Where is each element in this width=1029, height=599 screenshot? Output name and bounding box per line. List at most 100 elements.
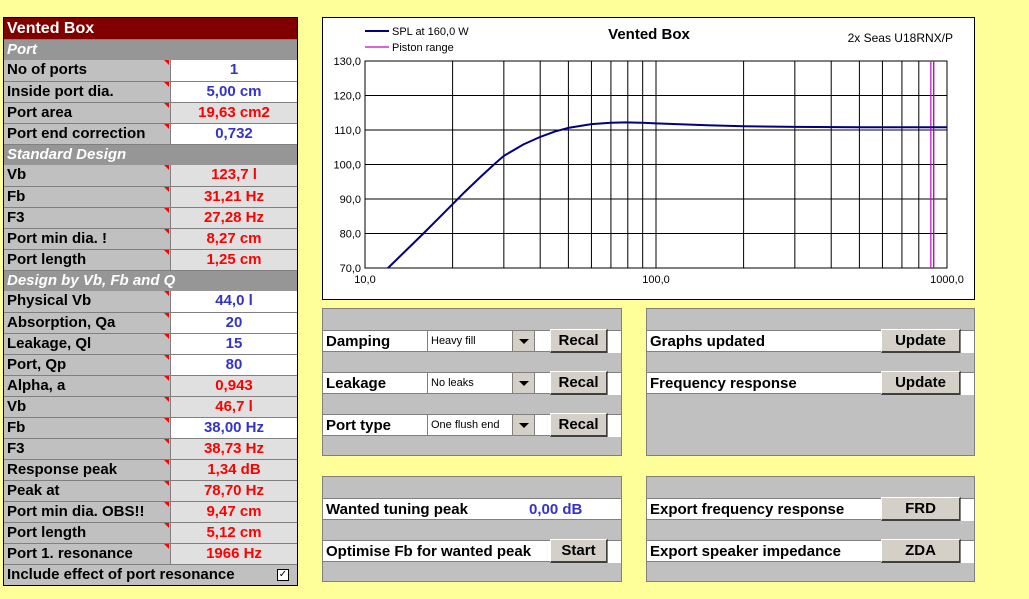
- parameter-value: 1966 Hz: [170, 544, 297, 564]
- parameter-value[interactable]: 1: [170, 60, 297, 81]
- parameter-row: Inside port dia. 5,00 cm: [4, 81, 297, 102]
- parameter-row: F3 27,28 Hz: [4, 207, 297, 228]
- damping-row: Damping Heavy fill Recal: [323, 329, 621, 353]
- parameter-label: Peak at: [4, 481, 170, 501]
- wanted-tuning-peak-label: Wanted tuning peak: [326, 501, 468, 518]
- port-type-label: Port type: [326, 417, 392, 434]
- x-tick-label: 10,0: [354, 274, 375, 286]
- leakage-label: Leakage: [326, 375, 387, 392]
- parameter-value[interactable]: 15: [170, 334, 297, 354]
- comment-marker-icon: [164, 124, 169, 129]
- parameter-value: 31,21 Hz: [170, 187, 297, 207]
- comment-marker-icon: [164, 103, 169, 108]
- parameter-label: Port length: [4, 250, 170, 270]
- frequency-response-update-button[interactable]: Update: [881, 371, 961, 395]
- parameter-value[interactable]: 44,0 l: [170, 291, 297, 312]
- damping-recal-button[interactable]: Recal: [550, 329, 608, 353]
- comment-marker-icon: [164, 481, 169, 486]
- parameter-label: No of ports: [4, 60, 170, 81]
- parameter-label-text: Inside port dia.: [7, 83, 114, 100]
- legend-piston-label: Piston range: [392, 42, 454, 54]
- parameter-row: Vb 123,7 l: [4, 165, 297, 186]
- port-type-select-value: One flush end: [431, 419, 500, 431]
- comment-marker-icon: [164, 460, 169, 465]
- parameter-row: Port length 1,25 cm: [4, 249, 297, 270]
- leakage-recal-button[interactable]: Recal: [550, 371, 608, 395]
- y-tick-label: 100,0: [333, 160, 361, 172]
- parameter-value: 78,70 Hz: [170, 481, 297, 501]
- port-type-row: Port type One flush end Recal: [323, 413, 621, 437]
- parameter-value[interactable]: 20: [170, 313, 297, 333]
- y-tick-label: 80,0: [340, 229, 361, 241]
- export-frd-button[interactable]: FRD: [881, 497, 961, 521]
- parameter-label-text: Port end correction: [7, 125, 146, 142]
- parameter-value: 38,73 Hz: [170, 439, 297, 459]
- parameter-value: 1,25 cm: [170, 250, 297, 270]
- export-frequency-response-row: Export frequency response FRD: [647, 497, 974, 521]
- parameter-label: Port end correction: [4, 124, 170, 144]
- damping-select[interactable]: Heavy fill: [427, 330, 535, 352]
- wanted-tuning-peak-value[interactable]: 0,00 dB: [529, 501, 583, 518]
- comment-marker-icon: [164, 439, 169, 444]
- parameter-label: Port min dia. OBS!!: [4, 502, 170, 522]
- port-type-recal-button[interactable]: Recal: [550, 413, 608, 437]
- parameter-value: 0,943: [170, 376, 297, 396]
- frequency-response-label: Frequency response: [650, 375, 797, 392]
- y-tick-label: 120,0: [333, 91, 361, 103]
- parameter-label: Vb: [4, 165, 170, 186]
- parameter-label: Inside port dia.: [4, 82, 170, 102]
- parameter-row: F3 38,73 Hz: [4, 438, 297, 459]
- optimise-panel: Wanted tuning peak 0,00 dB Optimise Fb f…: [322, 476, 622, 582]
- comment-marker-icon: [164, 60, 169, 65]
- parameter-row: Port, Qp 80: [4, 354, 297, 375]
- comment-marker-icon: [164, 418, 169, 423]
- parameter-label: Vb: [4, 397, 170, 417]
- graphs-panel: Graphs updated Update Frequency response…: [646, 308, 975, 456]
- parameter-row: Fb 31,21 Hz: [4, 186, 297, 207]
- chevron-down-icon[interactable]: [512, 331, 534, 351]
- optimise-start-button[interactable]: Start: [550, 539, 608, 563]
- parameter-label: Absorption, Qa: [4, 313, 170, 333]
- cell-divider: [960, 331, 974, 353]
- export-zda-button[interactable]: ZDA: [881, 539, 961, 563]
- parameter-value[interactable]: 5,00 cm: [170, 82, 297, 102]
- parameter-label-text: Vb: [7, 166, 27, 183]
- chevron-down-icon[interactable]: [512, 415, 534, 435]
- parameter-label-text: Fb: [7, 188, 26, 205]
- parameter-label-text: Port, Qp: [7, 356, 67, 373]
- port-type-select[interactable]: One flush end: [427, 414, 535, 436]
- comment-marker-icon: [164, 291, 169, 296]
- legend-spl-label: SPL at 160,0 W: [392, 26, 469, 38]
- parameter-label-text: Port length: [7, 524, 87, 541]
- parameter-row: Vb 46,7 l: [4, 396, 297, 417]
- graphs-updated-label: Graphs updated: [650, 333, 766, 350]
- parameter-value[interactable]: 80: [170, 355, 297, 375]
- graphs-update-button[interactable]: Update: [881, 329, 961, 353]
- parameter-row: Port 1. resonance 1966 Hz: [4, 543, 297, 564]
- comment-marker-icon: [164, 502, 169, 507]
- chart-title: Vented Box: [608, 26, 690, 43]
- parameter-value: 1,34 dB: [170, 460, 297, 480]
- parameter-label-text: Port 1. resonance: [7, 545, 133, 562]
- parameter-label: Alpha, a: [4, 376, 170, 396]
- parameter-label-text: Alpha, a: [7, 377, 66, 394]
- wanted-tuning-peak-row: Wanted tuning peak 0,00 dB: [323, 498, 621, 520]
- parameter-value[interactable]: 0,732: [170, 124, 297, 144]
- cell-divider: [960, 499, 974, 521]
- include-port-resonance-checkbox[interactable]: ✓: [277, 569, 289, 581]
- chevron-down-icon[interactable]: [512, 373, 534, 393]
- parameter-row: Port min dia. ! 8,27 cm: [4, 228, 297, 249]
- comment-marker-icon: [164, 82, 169, 87]
- parameter-label-text: Physical Vb: [7, 292, 92, 309]
- parameter-label: Response peak: [4, 460, 170, 480]
- parameter-label-text: Port min dia. OBS!!: [7, 503, 145, 520]
- parameter-value[interactable]: 38,00 Hz: [170, 418, 297, 438]
- optimise-fb-row: Optimise Fb for wanted peak Start: [323, 539, 621, 563]
- parameter-row: Peak at 78,70 Hz: [4, 480, 297, 501]
- section-design-by-vb-fb-q: Design by Vb, Fb and Q: [4, 270, 297, 291]
- box-settings-panel: Damping Heavy fill Recal Leakage No leak…: [322, 308, 622, 456]
- parameter-label-text: Response peak: [7, 461, 118, 478]
- parameter-label-text: Vb: [7, 398, 27, 415]
- leakage-select[interactable]: No leaks: [427, 372, 535, 394]
- parameter-label: Port min dia. !: [4, 229, 170, 249]
